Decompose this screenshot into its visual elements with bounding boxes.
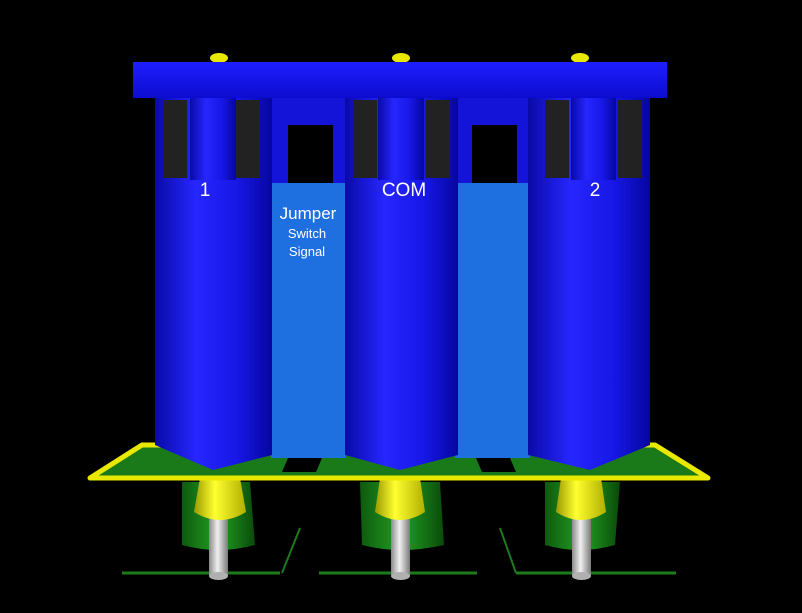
ground-lines: [122, 527, 676, 575]
pin-legs: [209, 515, 591, 580]
column-com: [345, 98, 458, 470]
pin-leg-1: [209, 515, 228, 575]
pin-tips: [210, 53, 589, 63]
jumper-shunt: [271, 98, 530, 458]
column-1: [155, 98, 272, 470]
pin-collars: [194, 478, 606, 520]
pin-leg-2: [572, 515, 591, 575]
pin-label-1: 1: [200, 180, 211, 201]
switch-label: Switch: [288, 226, 326, 241]
jumper-label: Jumper: [280, 204, 337, 223]
housing-columns: [155, 98, 650, 470]
top-bar: [133, 62, 667, 98]
contact-slots: [163, 100, 642, 178]
column-2: [528, 98, 650, 470]
signal-label: Signal: [289, 244, 325, 259]
pin-label-com: COM: [382, 180, 426, 201]
pin-bulges: [190, 76, 616, 180]
pin-label-2: 2: [590, 180, 601, 201]
pin-leg-com: [391, 515, 410, 575]
